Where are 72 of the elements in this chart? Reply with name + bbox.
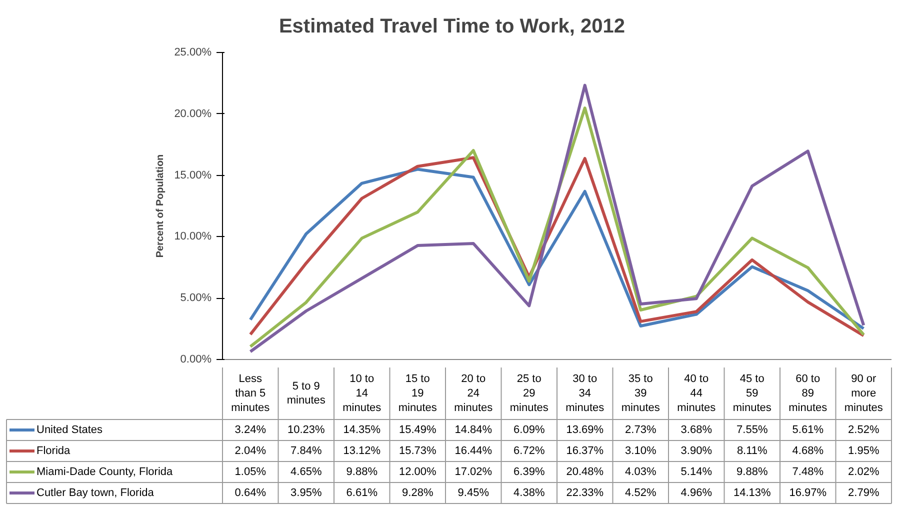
x-tick-label: 60 to 89 minutes [788, 373, 828, 414]
legend-label: Cutler Bay town, Florida [36, 487, 155, 499]
x-tick-label: 5 to 9 minutes [286, 380, 326, 407]
data-label: 5.14% [680, 466, 712, 478]
y-tick-label: 15.00% [174, 169, 212, 182]
x-tick-label: 40 to 44 minutes [677, 373, 716, 414]
chart-title: Estimated Travel Time to Work, 2012 [278, 16, 626, 38]
data-label: 22.33% [566, 487, 604, 499]
data-label: 15.73% [398, 445, 436, 457]
y-tick-label: 20.00% [174, 108, 212, 120]
x-tick-label: 45 to 59 minutes [732, 373, 772, 414]
data-label: 14.13% [733, 487, 771, 499]
data-label: 15.49% [398, 424, 436, 436]
data-label: 14.35% [343, 424, 381, 436]
data-label: 4.96% [680, 487, 712, 499]
y-tick-label: 0.00% [180, 354, 212, 366]
data-label: 1.95% [848, 445, 880, 457]
x-tick-label: 10 to 14 minutes [342, 373, 382, 414]
x-tick-label: 90 or more minutes [844, 373, 884, 414]
data-label: 3.68% [680, 424, 712, 436]
y-tick-label: 5.00% [180, 292, 212, 304]
data-label: 16.97% [789, 487, 827, 499]
data-label: 5.61% [792, 424, 824, 436]
x-tick-label: 35 to 39 minutes [621, 373, 660, 414]
data-label: 7.48% [792, 466, 824, 478]
data-label: 4.38% [514, 487, 545, 499]
data-label: 6.09% [514, 424, 545, 436]
y-axis-title: Percent of Population [155, 154, 166, 258]
data-label: 13.12% [343, 445, 381, 457]
x-tick-label: 25 to 29 minutes [510, 373, 549, 414]
data-label: 6.72% [514, 445, 545, 457]
legend-label: United States [36, 424, 104, 436]
data-label: 2.73% [625, 424, 656, 436]
data-label: 4.52% [625, 487, 656, 499]
data-label: 9.88% [346, 466, 378, 478]
data-label: 0.64% [234, 487, 266, 499]
data-label: 9.45% [458, 487, 490, 499]
data-label: 4.03% [625, 466, 656, 478]
x-tick-label: Less than 5 minutes [231, 373, 270, 414]
x-tick-label: 15 to 19 minutes [398, 373, 438, 414]
data-label: 13.69% [566, 424, 604, 436]
data-label: 10.23% [287, 424, 325, 436]
data-label: 3.95% [290, 487, 322, 499]
data-label: 14.84% [454, 424, 492, 436]
data-label: 17.02% [454, 466, 492, 478]
y-tick-label: 10.00% [174, 230, 212, 243]
data-label: 2.79% [848, 487, 880, 499]
data-label: 9.88% [736, 466, 768, 478]
data-label: 1.05% [234, 466, 266, 478]
data-label: 2.02% [848, 466, 880, 478]
data-label: 12.00% [398, 466, 436, 478]
legend-label: Florida [36, 445, 72, 457]
data-label: 4.65% [290, 466, 322, 478]
data-label: 9.28% [402, 487, 434, 499]
x-tick-label: 20 to 24 minutes [454, 373, 494, 414]
data-label: 20.48% [566, 466, 604, 478]
data-label: 6.61% [346, 487, 378, 499]
data-label: 7.55% [736, 424, 768, 436]
data-label: 3.10% [625, 445, 656, 457]
data-label: 3.24% [234, 424, 266, 436]
data-label: 2.04% [234, 445, 266, 457]
data-label: 2.52% [848, 424, 880, 436]
data-label: 16.44% [454, 445, 492, 457]
y-tick-label: 25.00% [174, 46, 212, 58]
data-label: 7.84% [290, 445, 322, 457]
data-label: 8.11% [736, 445, 768, 457]
data-label: 16.37% [566, 445, 604, 457]
legend-label: Miami-Dade County, Florida [36, 466, 174, 478]
x-tick-label: 30 to 34 minutes [566, 373, 605, 414]
data-label: 4.68% [792, 445, 824, 457]
data-label: 6.39% [514, 466, 545, 478]
data-label: 3.90% [680, 445, 712, 457]
